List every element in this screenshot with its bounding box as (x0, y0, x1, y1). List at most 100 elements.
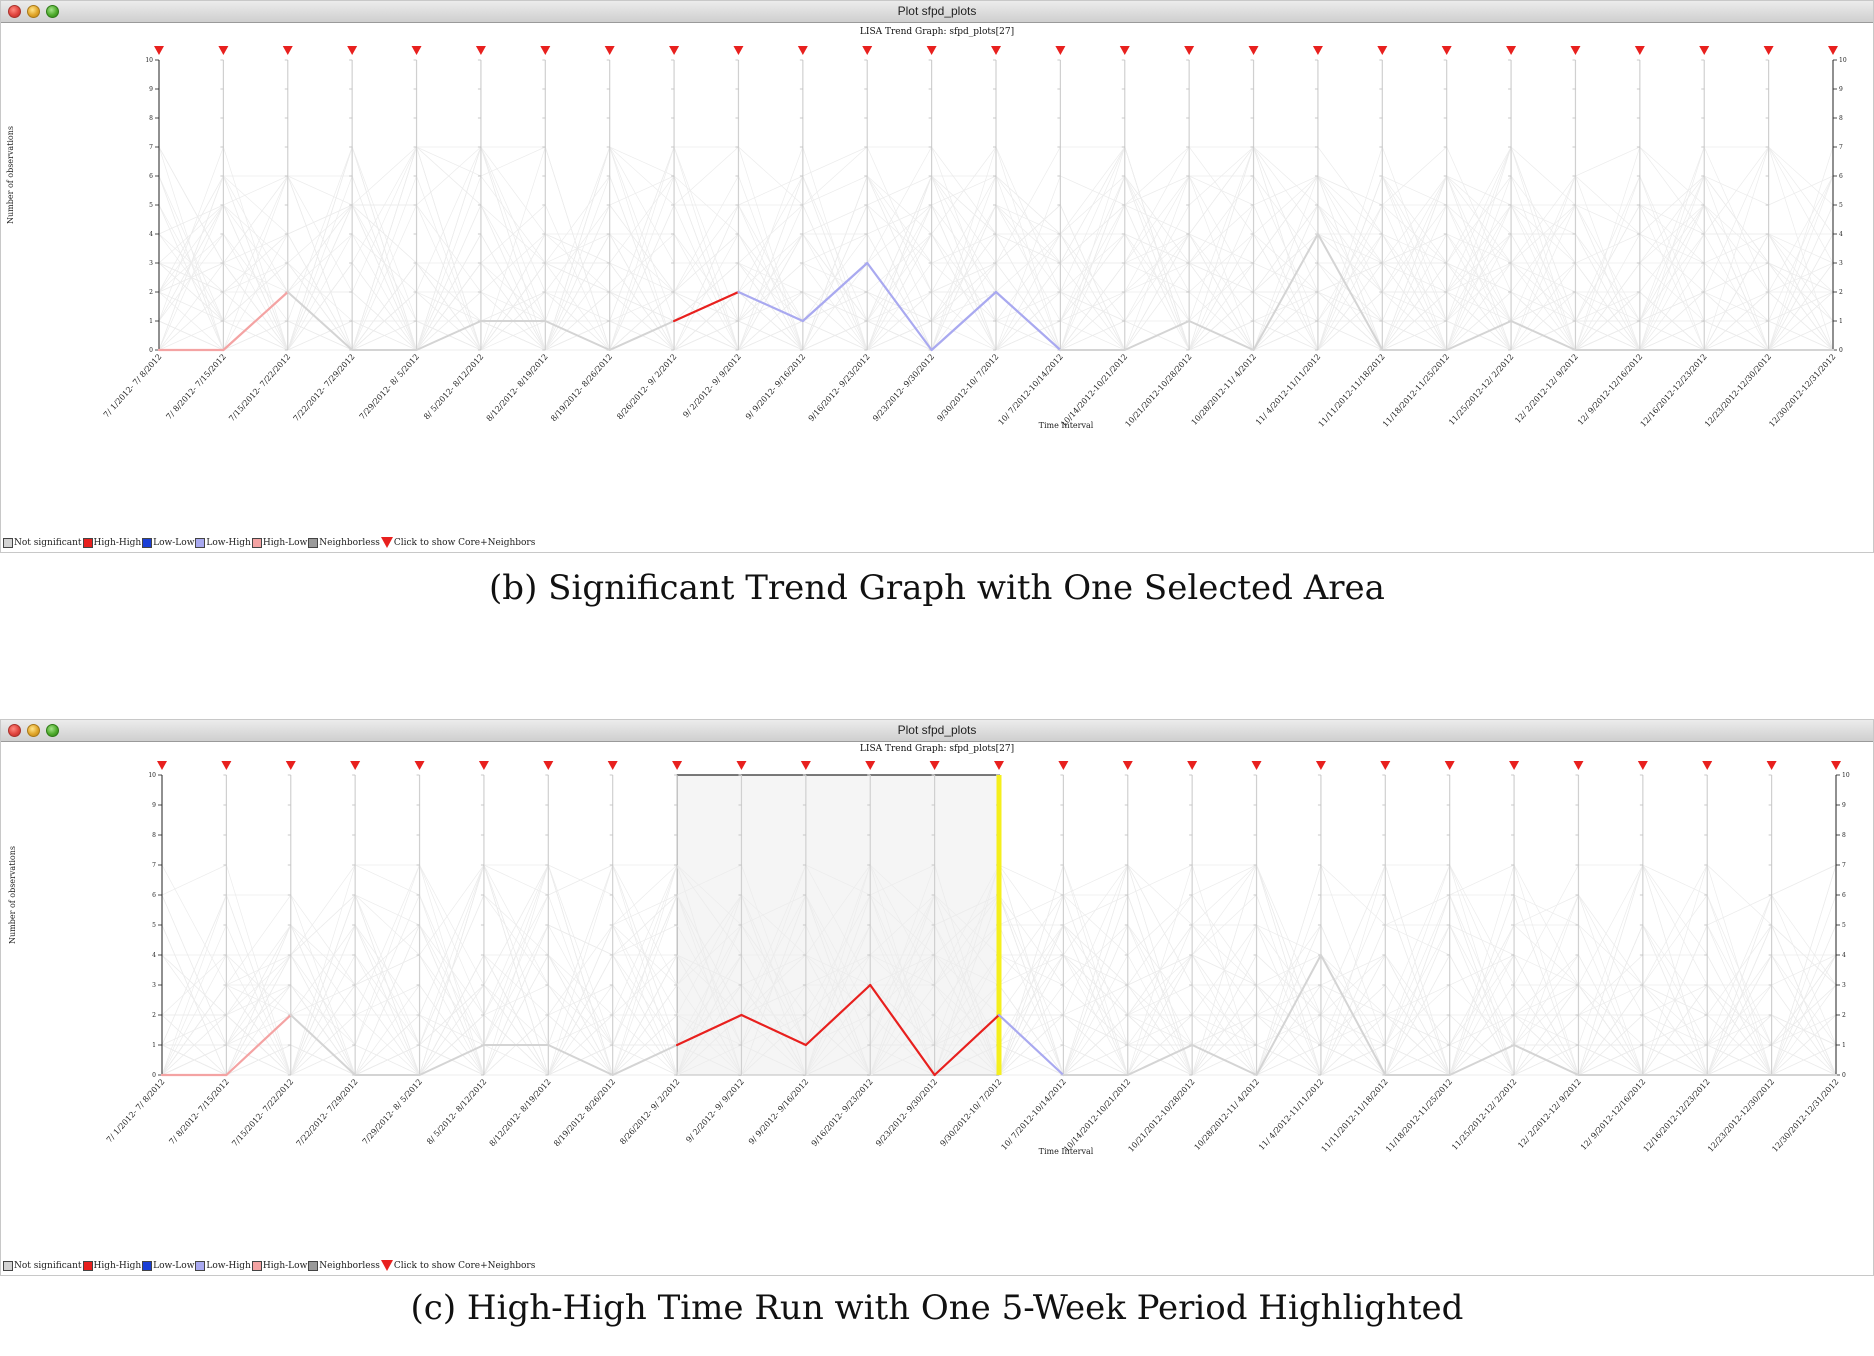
core-neighbors-marker[interactable] (1509, 761, 1520, 770)
core-neighbors-marker[interactable] (282, 46, 293, 55)
core-neighbors-marker[interactable] (414, 761, 425, 770)
trend-segment-high-high[interactable] (933, 1013, 1001, 1077)
trend-segment-low-high[interactable] (866, 261, 933, 352)
core-neighbors-marker[interactable] (607, 761, 618, 770)
core-neighbors-marker[interactable] (285, 761, 296, 770)
trend-segment-ns[interactable] (1316, 233, 1384, 351)
legend-item[interactable]: High-Low (251, 537, 307, 548)
core-neighbors-marker[interactable] (1119, 46, 1130, 55)
core-neighbors-marker[interactable] (736, 761, 747, 770)
close-button-icon[interactable] (8, 5, 21, 18)
zoom-button-icon[interactable] (46, 724, 59, 737)
legend-item[interactable]: Click to show Core+Neighbors (380, 537, 535, 548)
core-neighbors-marker[interactable] (1444, 761, 1455, 770)
trend-segment-ns[interactable] (1123, 320, 1191, 351)
legend-item[interactable]: Not significant (3, 537, 82, 548)
core-neighbors-marker[interactable] (157, 761, 167, 770)
core-neighbors-marker[interactable] (1248, 46, 1259, 55)
minimize-button-icon[interactable] (27, 5, 40, 18)
core-neighbors-marker[interactable] (862, 46, 873, 55)
core-neighbors-marker[interactable] (411, 46, 422, 55)
core-neighbors-marker[interactable] (1251, 761, 1262, 770)
trend-segment-ns[interactable] (1448, 1044, 1516, 1076)
core-neighbors-marker[interactable] (733, 46, 744, 55)
core-neighbors-marker[interactable] (154, 46, 164, 55)
trend-segment-ns[interactable] (608, 320, 676, 351)
trend-segment-low-high[interactable] (930, 290, 998, 352)
minimize-button-icon[interactable] (27, 724, 40, 737)
core-neighbors-marker[interactable] (1699, 46, 1710, 55)
core-neighbors-marker[interactable] (1184, 46, 1195, 55)
core-neighbors-marker[interactable] (1315, 761, 1326, 770)
trend-segment-high-high[interactable] (804, 983, 872, 1047)
trend-segment-low-high[interactable] (801, 261, 869, 323)
core-neighbors-marker[interactable] (1380, 761, 1391, 770)
core-neighbors-marker[interactable] (994, 761, 1004, 770)
core-neighbors-marker[interactable] (1766, 761, 1777, 770)
trend-segment-ns[interactable] (1445, 320, 1513, 351)
core-neighbors-marker[interactable] (926, 46, 937, 55)
legend-item[interactable]: High-High (82, 1260, 141, 1271)
trend-segment-ns[interactable] (547, 1044, 614, 1076)
legend-item[interactable]: Click to show Core+Neighbors (380, 1260, 535, 1271)
core-neighbors-marker[interactable] (1570, 46, 1581, 55)
zoom-button-icon[interactable] (46, 5, 59, 18)
legend-item[interactable]: Low-Low (142, 537, 194, 548)
core-neighbors-marker[interactable] (797, 46, 808, 55)
core-neighbors-marker[interactable] (865, 761, 876, 770)
trend-segment-high-low[interactable] (225, 1013, 292, 1077)
trend-segment-low-high[interactable] (997, 1013, 1065, 1077)
trend-segment-ns[interactable] (415, 320, 482, 351)
core-neighbors-marker[interactable] (540, 46, 551, 55)
trend-segment-ns[interactable] (1510, 320, 1577, 351)
lisa-trend-chart[interactable]: LISA Trend Graph: sfpd_plots[27] Number o… (1, 742, 1873, 1256)
core-neighbors-marker[interactable] (1573, 761, 1584, 770)
core-neighbors-marker[interactable] (543, 761, 554, 770)
core-neighbors-marker[interactable] (350, 761, 361, 770)
trend-segment-ns[interactable] (289, 1014, 357, 1076)
core-neighbors-marker[interactable] (1312, 46, 1323, 55)
core-neighbors-marker[interactable] (347, 46, 358, 55)
core-neighbors-marker[interactable] (478, 761, 489, 770)
trend-segment-ns[interactable] (1252, 233, 1319, 351)
core-neighbors-marker[interactable] (1377, 46, 1388, 55)
core-neighbors-marker[interactable] (672, 761, 683, 770)
core-neighbors-marker[interactable] (221, 761, 232, 770)
trend-segment-ns[interactable] (418, 1044, 485, 1076)
trend-segment-high-high[interactable] (675, 1013, 743, 1047)
core-neighbors-marker[interactable] (800, 761, 811, 770)
legend-item[interactable]: Low-High (195, 537, 251, 548)
lisa-trend-chart[interactable]: LISA Trend Graph: sfpd_plots[27] Number o… (1, 23, 1873, 533)
trend-segment-ns[interactable] (1126, 1044, 1194, 1076)
legend-item[interactable]: Neighborless (308, 1260, 380, 1271)
core-neighbors-marker[interactable] (1506, 46, 1517, 55)
core-neighbors-marker[interactable] (218, 46, 229, 55)
core-neighbors-marker[interactable] (1828, 46, 1838, 55)
core-neighbors-marker[interactable] (1058, 761, 1069, 770)
close-button-icon[interactable] (8, 724, 21, 737)
legend-item[interactable]: Not significant (3, 1260, 82, 1271)
core-neighbors-marker[interactable] (1763, 46, 1774, 55)
core-neighbors-marker[interactable] (475, 46, 486, 55)
trend-segment-high-high[interactable] (869, 983, 936, 1077)
trend-segment-ns[interactable] (1191, 1044, 1258, 1076)
highlighted-period[interactable] (996, 775, 1002, 1075)
trend-segment-high-high[interactable] (672, 290, 740, 323)
core-neighbors-marker[interactable] (1831, 761, 1841, 770)
legend-item[interactable]: Low-High (195, 1260, 251, 1271)
core-neighbors-marker[interactable] (1634, 46, 1645, 55)
core-neighbors-marker[interactable] (604, 46, 615, 55)
trend-segment-ns[interactable] (1513, 1044, 1580, 1076)
trend-segment-ns[interactable] (286, 291, 354, 351)
legend-item[interactable]: Neighborless (308, 537, 380, 548)
legend-item[interactable]: High-Low (251, 1260, 307, 1271)
legend-item[interactable]: High-High (82, 537, 141, 548)
trend-segment-ns[interactable] (1319, 954, 1387, 1076)
trend-segment-ns[interactable] (1255, 954, 1322, 1076)
trend-segment-low-high[interactable] (994, 290, 1062, 352)
core-neighbors-marker[interactable] (1122, 761, 1133, 770)
trend-segment-ns[interactable] (611, 1044, 679, 1076)
trend-segment-ns[interactable] (1188, 320, 1255, 351)
core-neighbors-marker[interactable] (1187, 761, 1198, 770)
core-neighbors-marker[interactable] (669, 46, 680, 55)
